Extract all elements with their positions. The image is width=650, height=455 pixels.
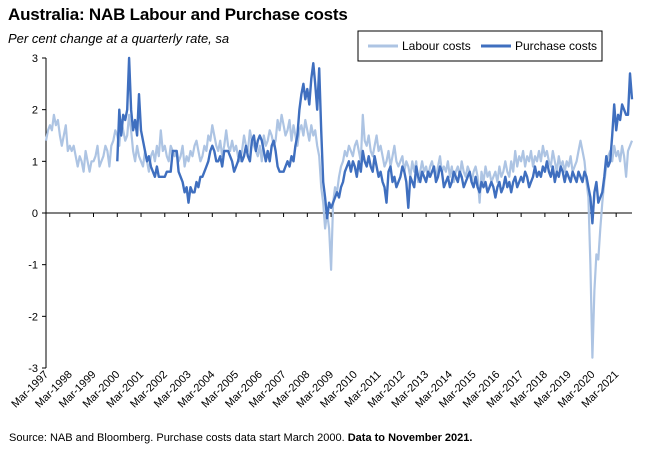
plot-area (45, 58, 632, 368)
y-tick-label: 0 (32, 208, 38, 220)
chart-title: Australia: NAB Labour and Purchase costs (8, 5, 348, 24)
data-date-note: Data to November 2021. (347, 432, 473, 444)
y-tick-label: 3 (32, 53, 38, 65)
y-tick-label: 1 (32, 156, 38, 168)
y-tick-label: -1 (28, 260, 38, 272)
legend: Labour costs Purchase costs (357, 30, 603, 62)
chart-subtitle: Per cent change at a quarterly rate, sa (8, 31, 230, 46)
source-text: Source: NAB and Bloomberg. Purchase cost… (9, 432, 348, 444)
legend-label-purchase: Purchase costs (515, 39, 597, 53)
series-layer (44, 56, 634, 359)
legend-label-labour: Labour costs (402, 39, 471, 53)
source-note: Source: NAB and Bloomberg. Purchase cost… (9, 432, 472, 444)
series-line-purchase-costs (116, 56, 634, 225)
y-axis: 3 2 1 0 -1 -2 -3 (28, 53, 46, 375)
y-tick-label: -3 (28, 363, 38, 375)
y-tick-label: 2 (32, 105, 38, 117)
series-line-labour-costs (44, 113, 634, 359)
y-tick-label: -2 (28, 311, 38, 323)
x-axis: Mar-1997Mar-1998Mar-1999Mar-2000Mar-2001… (9, 213, 621, 410)
legend-box (357, 30, 603, 62)
